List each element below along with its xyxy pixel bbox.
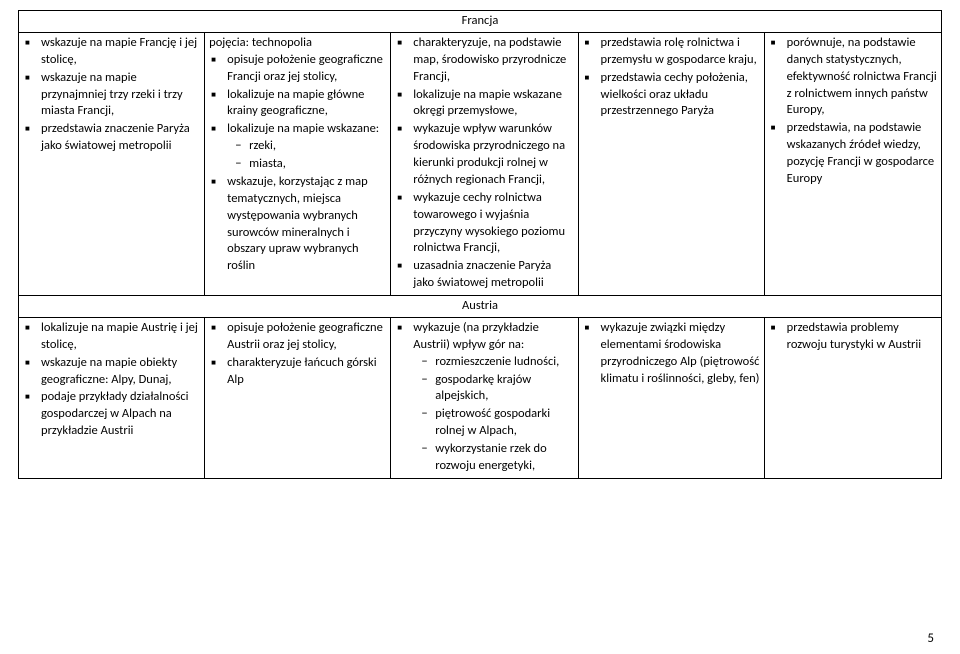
bullet-list: wykazuje związki między elementami środo…: [583, 320, 760, 388]
list-item: przedstawia problemy rozwoju turystyki w…: [787, 320, 937, 354]
list-item: opisuje położenie geograficzne Francji o…: [227, 52, 386, 86]
cell-at-3: wykazuje (na przykładzie Austrii) wpływ …: [391, 317, 578, 478]
list-item: wskazuje, korzystając z map tematycznych…: [227, 174, 386, 275]
list-item: przedstawia cechy położenia, wielkości o…: [601, 70, 760, 121]
list-item: wskazuje na mapie Francję i jej stolicę,: [41, 35, 200, 69]
sub-list-item: miasta,: [249, 156, 386, 173]
sub-list: rzeki,miasta,: [227, 138, 386, 173]
list-item: podaje przykłady działalności gospodarcz…: [41, 389, 200, 440]
section-title-austria: Austria: [19, 296, 942, 318]
bullet-list: przedstawia rolę rolnictwa i przemysłu w…: [583, 35, 760, 120]
list-item: przedstawia, na podstawie wskazanych źró…: [787, 120, 937, 188]
cell-at-4: wykazuje związki między elementami środo…: [578, 317, 764, 478]
sub-list-item: piętrowość gospodarki rolnej w Alpach,: [435, 406, 573, 440]
list-item: wskazuje na mapie przynajmniej trzy rzek…: [41, 70, 200, 121]
cell-at-2: opisuje położenie geograficzne Austrii o…: [205, 317, 391, 478]
list-item: opisuje położenie geograficzne Austrii o…: [227, 320, 386, 354]
list-item: charakteryzuje łańcuch górski Alp: [227, 355, 386, 389]
bullet-list: lokalizuje na mapie Austrię i jej stolic…: [23, 320, 200, 440]
section-title-francja: Francja: [19, 11, 942, 33]
sub-list-item: gospodarkę krajów alpejskich,: [435, 372, 573, 406]
cell-at-1: lokalizuje na mapie Austrię i jej stolic…: [19, 317, 205, 478]
list-item: wykazuje cechy rolnictwa towarowego i wy…: [413, 190, 573, 258]
list-item: wykazuje związki między elementami środo…: [601, 320, 760, 388]
bullet-list: wskazuje na mapie Francję i jej stolicę,…: [23, 35, 200, 155]
table-row: Francja: [19, 11, 942, 33]
sub-list: rozmieszczenie ludności,gospodarkę krajó…: [413, 354, 573, 475]
list-item: porównuje, na podstawie danych statystyc…: [787, 35, 937, 119]
bullet-list: wykazuje (na przykładzie Austrii) wpływ …: [395, 320, 573, 475]
bullet-list: charakteryzuje, na podstawie map, środow…: [395, 35, 573, 292]
bullet-list: porównuje, na podstawie danych statystyc…: [769, 35, 937, 188]
table-row: lokalizuje na mapie Austrię i jej stolic…: [19, 317, 942, 478]
list-item: wskazuje na mapie obiekty geograficzne: …: [41, 355, 200, 389]
list-item: lokalizuje na mapie wskazane okręgi prze…: [413, 87, 573, 121]
list-item: uzasadnia znaczenie Paryża jako światowe…: [413, 258, 573, 292]
bullet-list: opisuje położenie geograficzne Austrii o…: [209, 320, 386, 389]
sub-list-item: rzeki,: [249, 138, 386, 155]
text-fragment: pojęcia: technopolia: [209, 35, 386, 52]
list-item: charakteryzuje, na podstawie map, środow…: [413, 35, 573, 86]
table-row: Austria: [19, 296, 942, 318]
cell-fr-2: pojęcia: technopoliaopisuje położenie ge…: [205, 32, 391, 295]
page: Francja wskazuje na mapie Francję i jej …: [0, 0, 960, 654]
list-item: lokalizuje na mapie wskazane:rzeki,miast…: [227, 121, 386, 173]
cell-fr-5: porównuje, na podstawie danych statystyc…: [764, 32, 941, 295]
page-number: 5: [927, 631, 934, 646]
sub-list-item: rozmieszczenie ludności,: [435, 354, 573, 371]
sub-list-item: wykorzystanie rzek do rozwoju energetyki…: [435, 441, 573, 475]
list-item: lokalizuje na mapie Austrię i jej stolic…: [41, 320, 200, 354]
list-item: wykazuje (na przykładzie Austrii) wpływ …: [413, 320, 573, 475]
cell-fr-1: wskazuje na mapie Francję i jej stolicę,…: [19, 32, 205, 295]
content-table: Francja wskazuje na mapie Francję i jej …: [18, 10, 942, 479]
table-row: wskazuje na mapie Francję i jej stolicę,…: [19, 32, 942, 295]
list-item: przedstawia znaczenie Paryża jako świato…: [41, 121, 200, 155]
cell-at-5: przedstawia problemy rozwoju turystyki w…: [764, 317, 941, 478]
bullet-list: opisuje położenie geograficzne Francji o…: [209, 52, 386, 275]
cell-fr-3: charakteryzuje, na podstawie map, środow…: [391, 32, 578, 295]
cell-fr-4: przedstawia rolę rolnictwa i przemysłu w…: [578, 32, 764, 295]
list-item: wykazuje wpływ warunków środowiska przyr…: [413, 121, 573, 189]
list-item: przedstawia rolę rolnictwa i przemysłu w…: [601, 35, 760, 69]
bullet-list: przedstawia problemy rozwoju turystyki w…: [769, 320, 937, 354]
list-item: lokalizuje na mapie główne krainy geogra…: [227, 87, 386, 121]
